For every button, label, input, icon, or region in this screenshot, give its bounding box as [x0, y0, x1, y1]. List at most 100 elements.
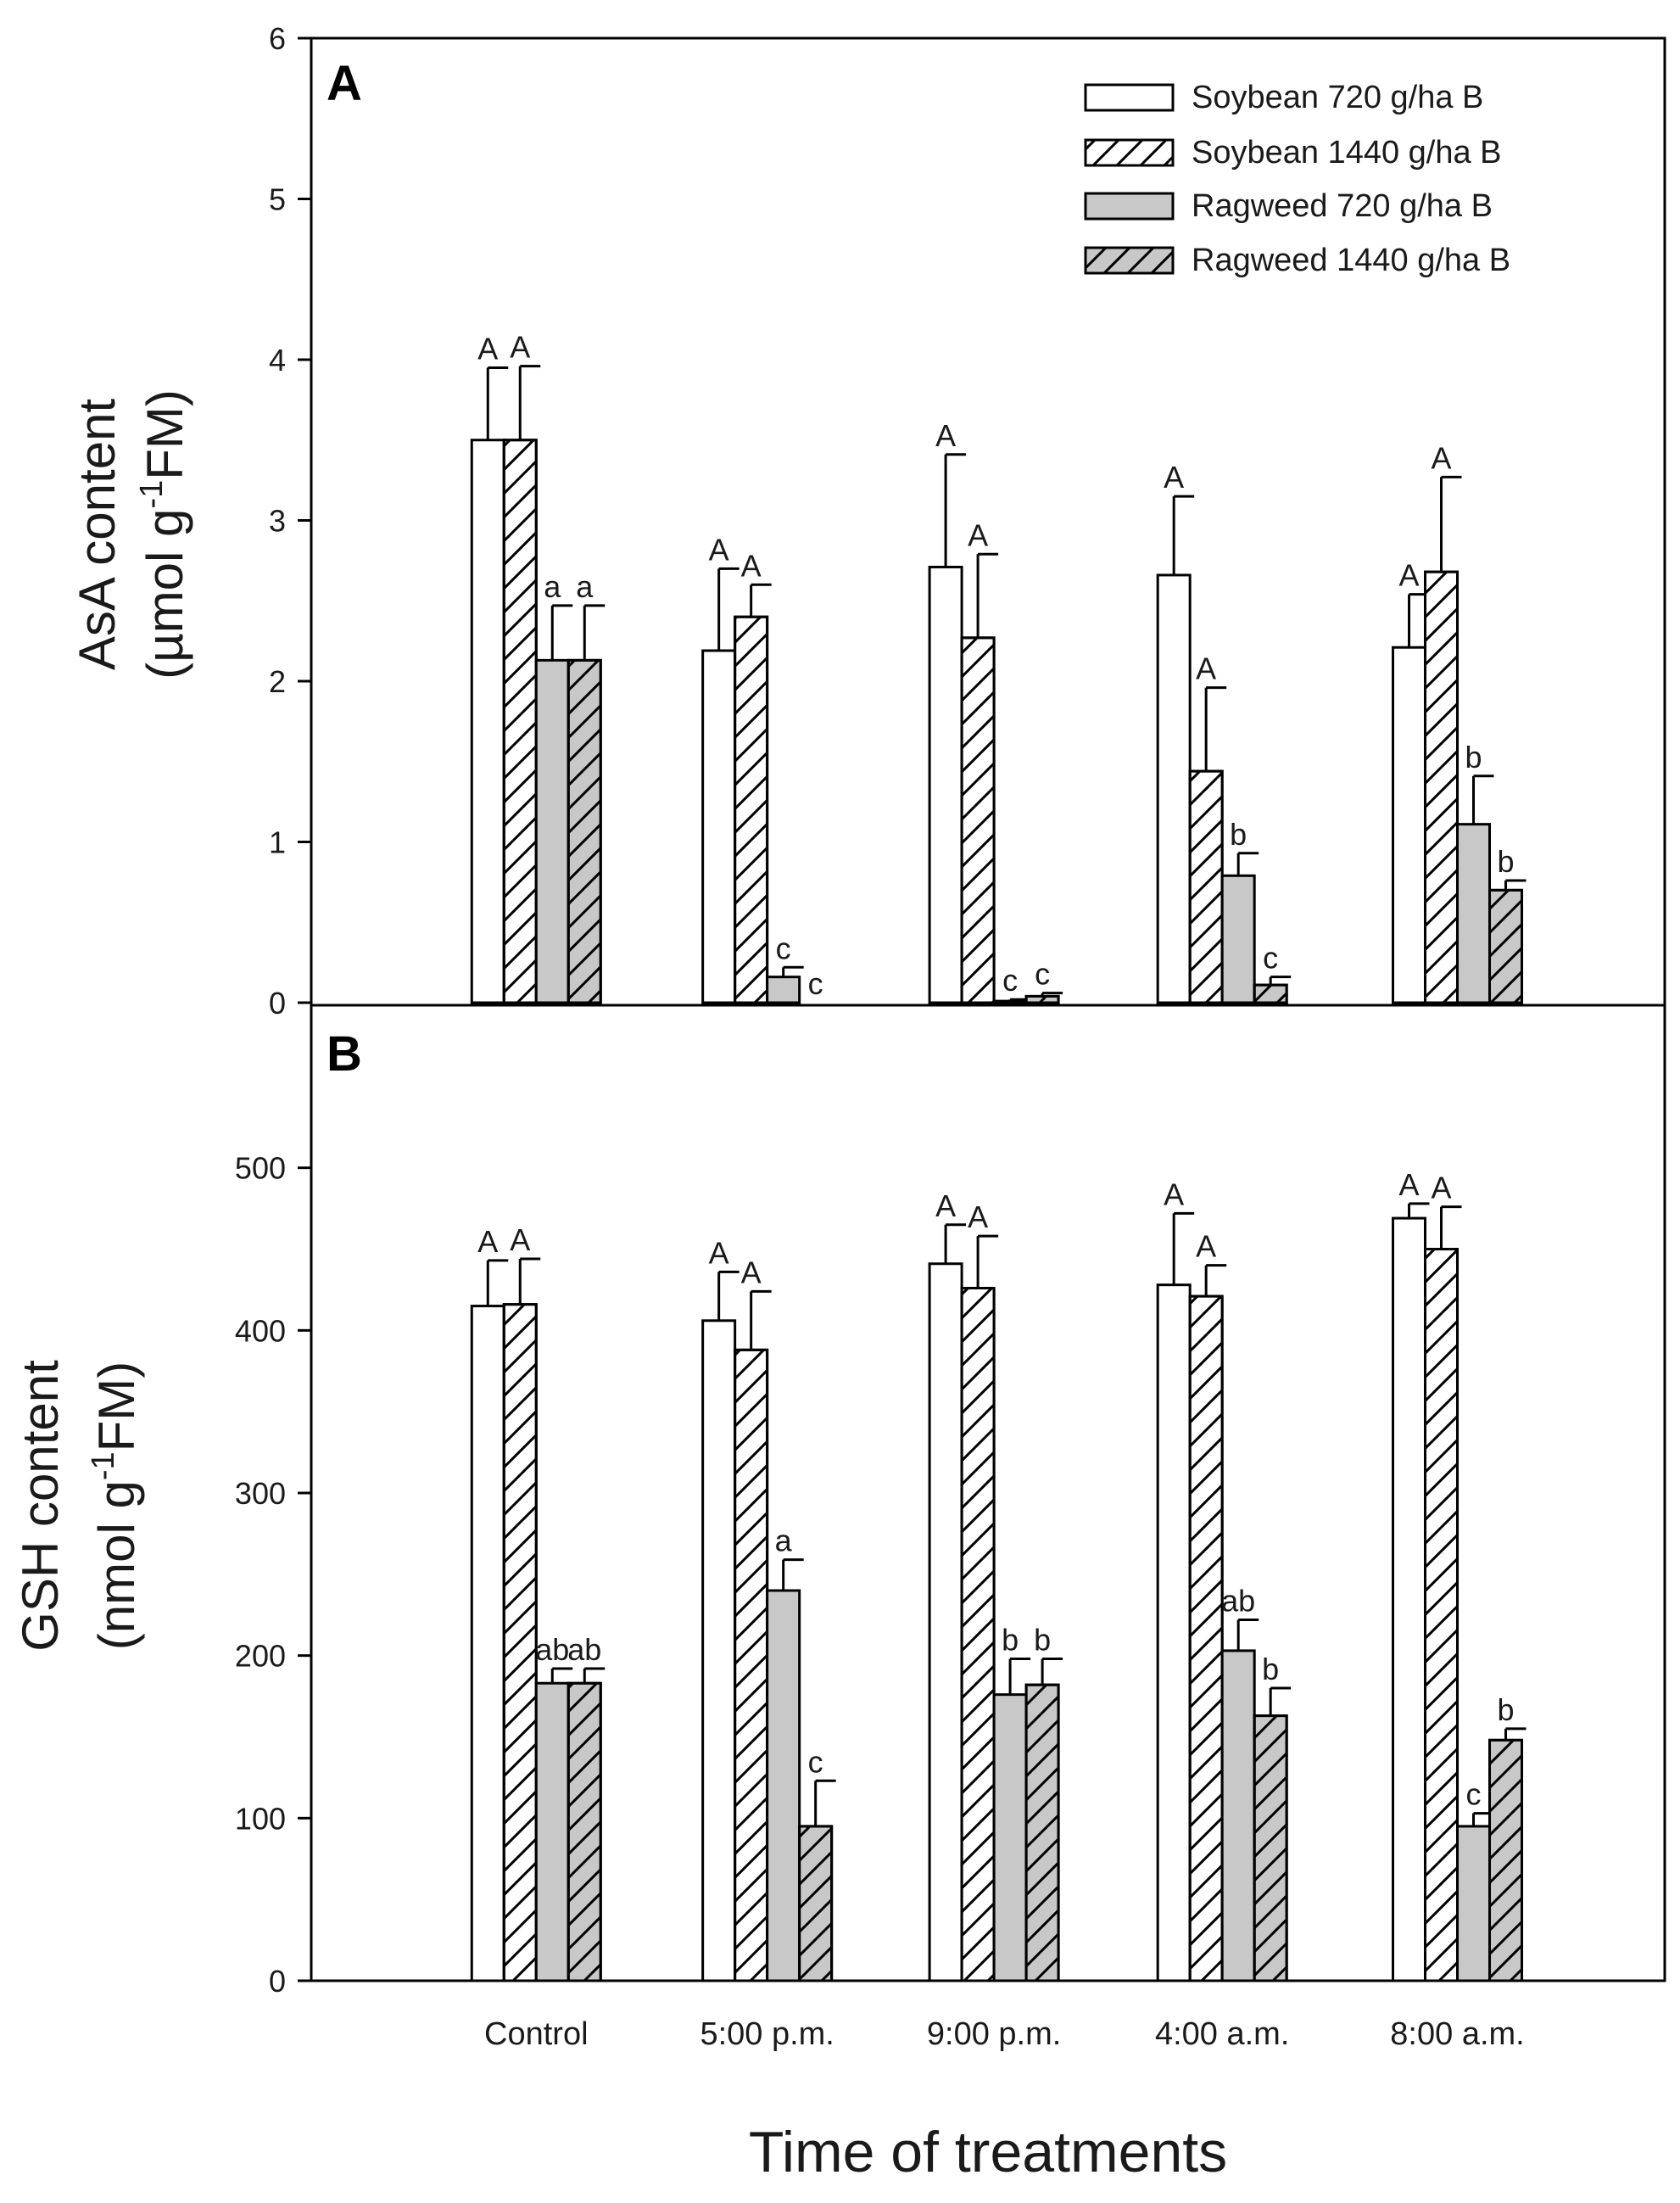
bar-control-s2: [534, 1681, 570, 1982]
x-tick-label: 5:00 p.m.: [700, 2016, 834, 2052]
x-axis-title: Time of treatments: [749, 2120, 1227, 2184]
bar-control-s0: [470, 1305, 505, 1982]
bar-400am-s0: [1156, 1283, 1192, 1982]
significance-letter: A: [477, 331, 498, 366]
legend: Soybean 720 g/ha B Soybean 1440 g/ha B R…: [1084, 80, 1510, 278]
bar-hatch: [1424, 570, 1460, 1004]
bar-hatch: [567, 658, 602, 1004]
bar-500pm-s2: [766, 1589, 801, 1982]
bar-400am-s0: [1156, 573, 1192, 1004]
significance-letter: ab: [535, 1632, 569, 1667]
legend-swatch-rag1440: [1084, 246, 1175, 275]
bar-hatch: [798, 1825, 834, 1982]
panel-b-y-unit-suffix: FM): [88, 1361, 145, 1452]
significance-letter: A: [477, 1224, 498, 1259]
significance-letter: A: [510, 1222, 530, 1257]
x-tick-label: 4:00 a.m.: [1155, 2016, 1289, 2052]
y-tick-label: 200: [235, 1639, 286, 1674]
x-tick-label: 9:00 p.m.: [927, 2016, 1061, 2052]
significance-letter: b: [1230, 817, 1247, 852]
bar-500pm-s0: [701, 649, 737, 1004]
significance-letter: ab: [567, 1632, 601, 1667]
bar-hatch: [1424, 1248, 1460, 1982]
significance-letter: A: [1164, 1177, 1184, 1211]
significance-letter: a: [576, 569, 594, 604]
significance-letter: c: [1263, 941, 1278, 976]
panel-a-y-unit-suffix: FM): [137, 389, 193, 480]
panel-b-y-label-line1: GSH content: [12, 1360, 69, 1652]
x-tick-label: Control: [484, 2016, 589, 2052]
significance-letter: ab: [1221, 1584, 1255, 1619]
significance-letter: a: [544, 569, 561, 604]
bar-800am-s2: [1456, 823, 1492, 1004]
significance-letter: A: [709, 532, 729, 567]
bar-hatch: [960, 636, 996, 1004]
bar-hatch: [1488, 888, 1524, 1004]
legend-label-rag720: Ragweed 720 g/ha B: [1192, 188, 1493, 224]
bar-control-s2: [534, 658, 570, 1004]
panel-b-y-axis: 0 100 200 300 400 500: [235, 1151, 311, 1999]
bar-800am-s2: [1456, 1825, 1492, 1982]
bar-400am-s2: [1220, 874, 1256, 1004]
y-tick-label: 6: [269, 21, 286, 56]
significance-letter: b: [1465, 740, 1482, 774]
bar-hatch: [734, 1348, 769, 1982]
significance-letter: A: [1164, 460, 1184, 495]
bar-hatch: [1024, 1683, 1060, 1982]
panel-b-y-label-line2: (nmol g-1FM): [86, 1361, 145, 1651]
panel-a-y-unit-prefix: (µmol g: [137, 509, 193, 679]
significance-letter: c: [808, 966, 823, 1001]
significance-letter: A: [1399, 558, 1420, 593]
legend-swatch-rag720: [1084, 192, 1175, 221]
panel-a-y-unit-sup: -1: [134, 480, 170, 509]
bar-500pm-s2: [766, 976, 801, 1004]
y-tick-label: 2: [269, 664, 286, 699]
significance-letter: b: [1498, 844, 1515, 879]
bar-control-s0: [470, 439, 505, 1004]
x-tick-label: 8:00 a.m.: [1390, 2016, 1524, 2052]
bar-800am-s0: [1392, 646, 1427, 1004]
y-tick-label: 5: [269, 182, 286, 217]
panel-a-y-label-line1: AsA content: [69, 399, 126, 671]
bar-400am-s2: [1220, 1649, 1256, 1982]
significance-letter: A: [1196, 651, 1216, 686]
significance-letter: A: [1432, 440, 1452, 475]
y-tick-label: 400: [235, 1313, 286, 1348]
significance-letter: a: [775, 1524, 793, 1558]
y-tick-label: 1: [269, 825, 286, 860]
bar-hatch: [1188, 1294, 1224, 1982]
significance-letter: c: [1466, 1777, 1482, 1812]
bar-hatch: [502, 1303, 538, 1982]
significance-letter: b: [1034, 1623, 1051, 1658]
significance-letter: A: [935, 1188, 956, 1223]
legend-label-soy720: Soybean 720 g/ha B: [1192, 80, 1483, 115]
legend-label-rag1440: Ragweed 1440 g/ha B: [1192, 243, 1510, 278]
significance-letter: c: [776, 931, 791, 965]
bar-hatch: [567, 1681, 602, 1982]
bar-hatch: [1188, 769, 1224, 1004]
significance-letter: A: [968, 1199, 988, 1234]
legend-swatch-soy1440: [1084, 138, 1175, 167]
bar-hatch: [1253, 983, 1288, 1004]
legend-label-soy1440: Soybean 1440 g/ha B: [1192, 135, 1502, 171]
panel-a-y-label-line2: (µmol g-1FM): [134, 389, 193, 679]
y-tick-label: 100: [235, 1801, 286, 1836]
significance-letter: c: [1002, 963, 1018, 998]
y-tick-label: 4: [269, 343, 286, 377]
y-tick-label: 0: [269, 986, 286, 1020]
significance-letter: b: [1262, 1652, 1279, 1686]
bar-900pm-s2: [992, 1693, 1028, 1982]
panel-b-y-unit-sup: -1: [86, 1451, 121, 1480]
bar-hatch: [1488, 1738, 1524, 1982]
bar-900pm-s0: [928, 1262, 963, 1982]
significance-letter: A: [741, 1255, 762, 1289]
bar-hatch: [960, 1287, 996, 1982]
y-tick-label: 3: [269, 504, 286, 539]
panel-b-label: B: [327, 1026, 362, 1082]
panel-b-x-axis: Control 5:00 p.m. 9:00 p.m. 4:00 a.m. 8:00 a…: [484, 2016, 1525, 2052]
significance-letter: A: [1432, 1171, 1452, 1205]
